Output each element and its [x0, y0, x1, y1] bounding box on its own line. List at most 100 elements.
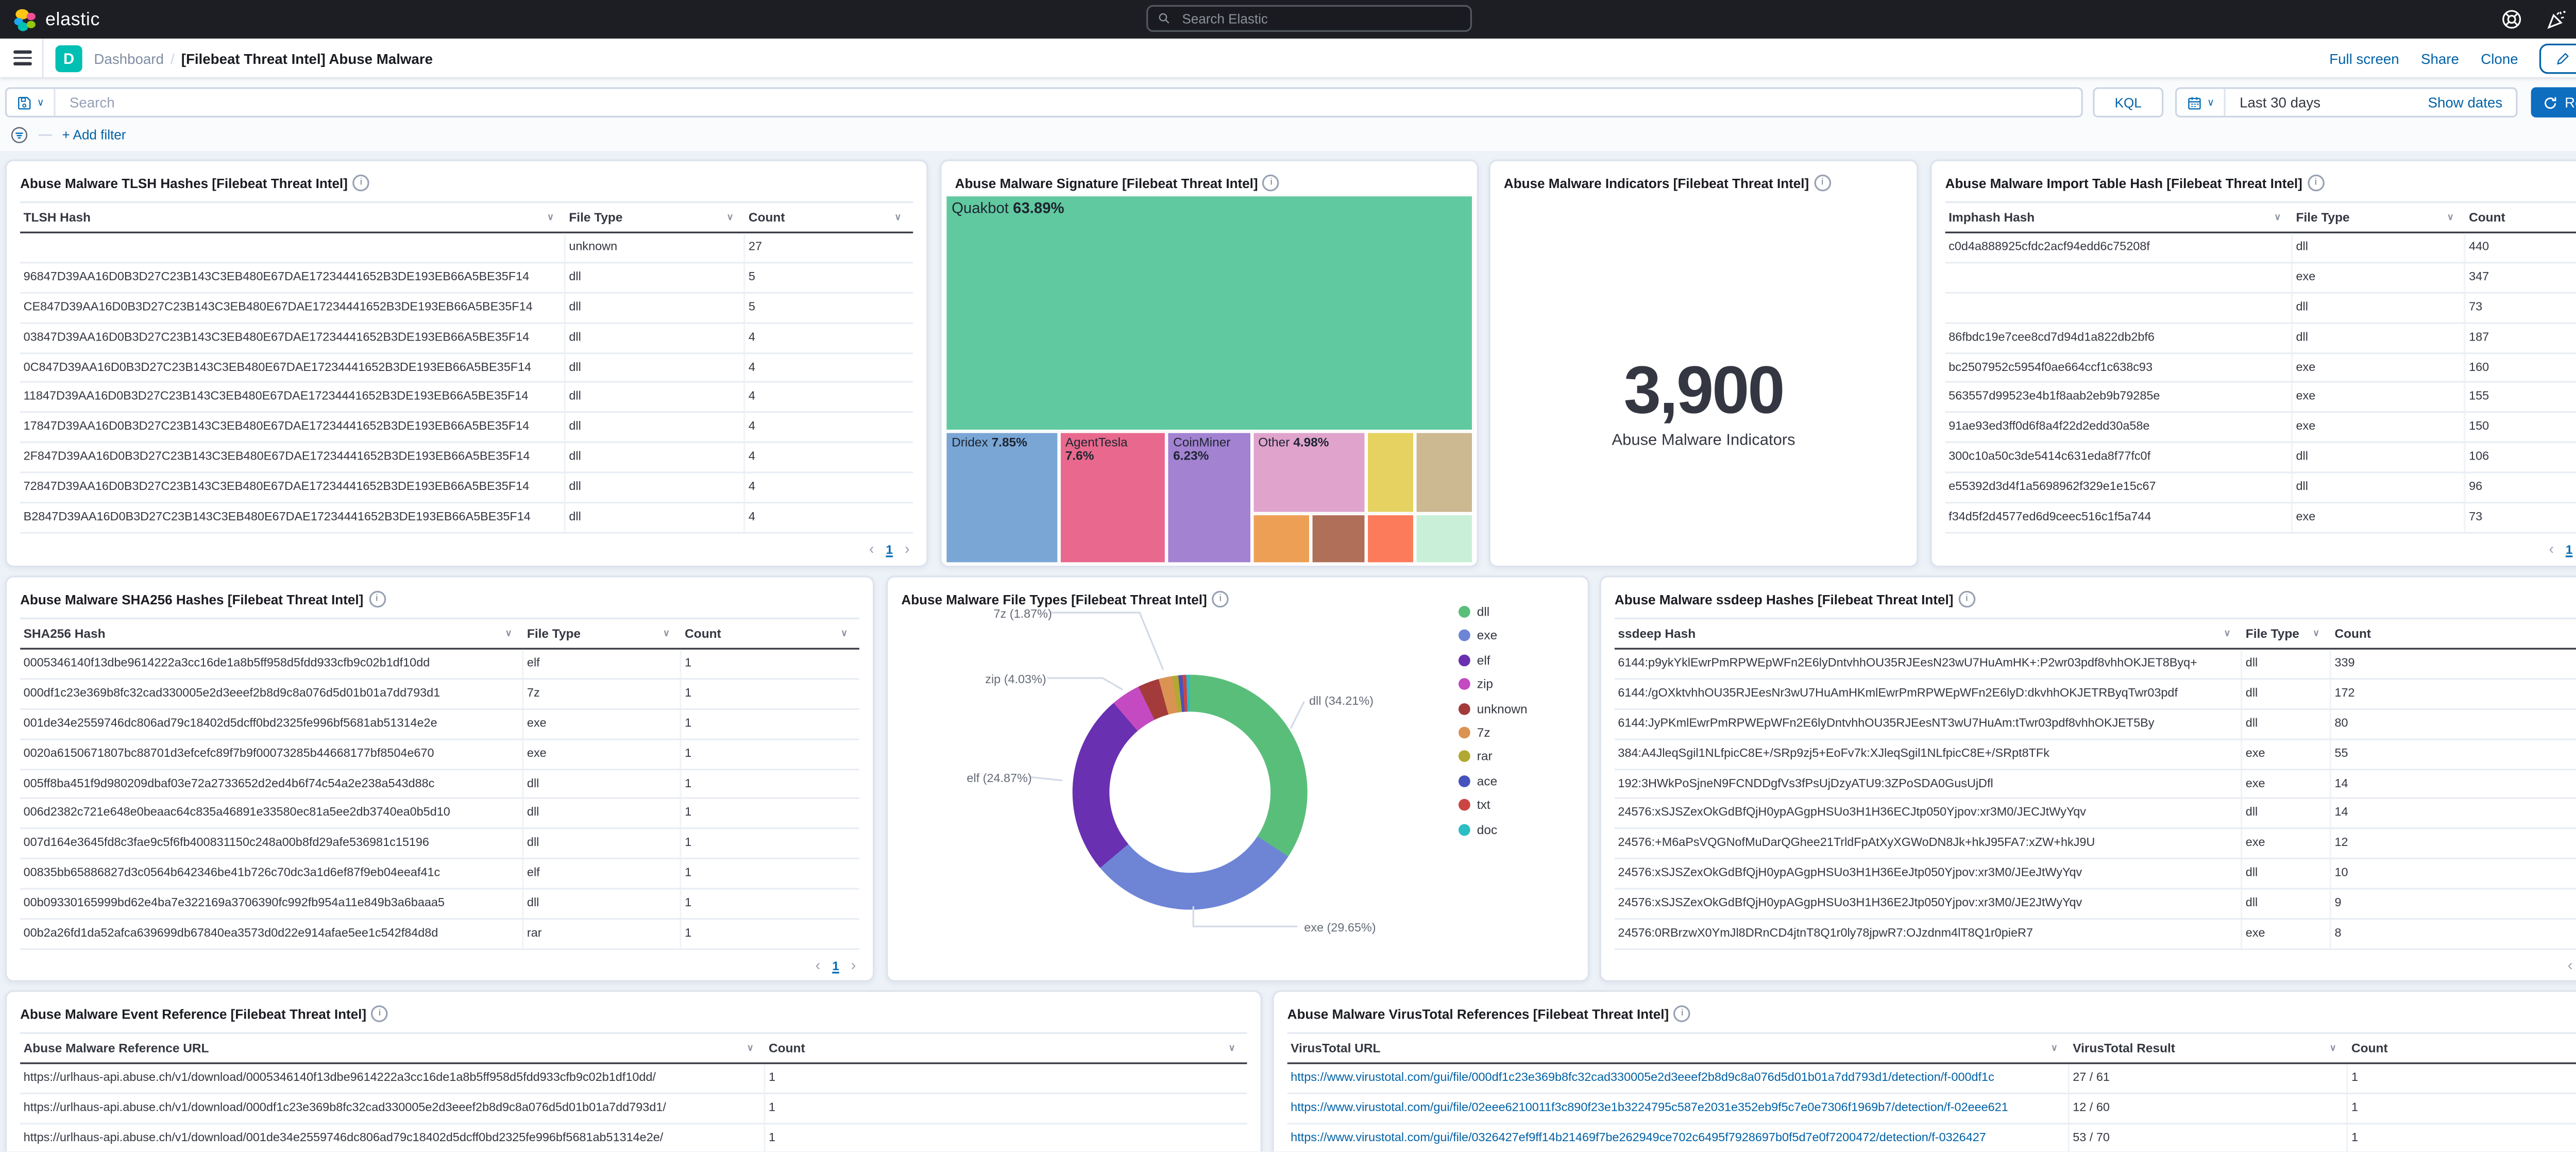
sort-icon[interactable]: ∨ — [505, 629, 512, 639]
column-header[interactable]: File Type ∨ — [523, 619, 681, 648]
legend-item[interactable]: unknown — [1458, 701, 1528, 716]
treemap-tile[interactable] — [1311, 514, 1367, 564]
legend-item[interactable]: zip — [1458, 676, 1528, 692]
column-header[interactable]: File Type ∨ — [2293, 203, 2466, 231]
info-icon[interactable]: i — [1212, 590, 1229, 608]
column-header[interactable]: Count∨ — [2351, 1040, 2388, 1056]
page-number[interactable]: 1 — [832, 958, 839, 974]
column-header[interactable]: VirusTotal Result ∨ — [2070, 1034, 2348, 1062]
prev-page-icon[interactable]: ‹ — [869, 540, 874, 557]
next-page-icon[interactable]: › — [851, 956, 856, 974]
global-search-input[interactable] — [1178, 9, 1461, 28]
saved-query-menu[interactable]: ∨ — [7, 89, 56, 116]
treemap-tile[interactable]: AgentTesla 7.6% — [1058, 431, 1166, 564]
legend-item[interactable]: elf — [1458, 653, 1528, 668]
sort-icon[interactable]: ∨ — [547, 212, 554, 223]
legend-item[interactable]: txt — [1458, 798, 1528, 812]
treemap-tile[interactable]: Other 4.98% — [1251, 431, 1366, 514]
legend-item[interactable]: ace — [1458, 773, 1528, 788]
query-input[interactable] — [56, 92, 409, 113]
sort-icon[interactable]: ∨ — [2329, 1043, 2336, 1054]
kql-language-button[interactable]: KQL — [2093, 87, 2164, 118]
column-header[interactable]: Count∨ — [745, 203, 913, 231]
info-icon[interactable]: i — [368, 590, 385, 608]
sort-icon[interactable]: ∨ — [2224, 629, 2231, 639]
column-header[interactable]: ssdeep Hash ∨ — [1615, 619, 2242, 648]
info-icon[interactable]: i — [1814, 174, 1831, 192]
prev-page-icon[interactable]: ‹ — [2549, 540, 2554, 557]
virustotal-link[interactable]: https://www.virustotal.com/gui/file/000d… — [1287, 1064, 2070, 1093]
donut-chart[interactable] — [1072, 674, 1308, 910]
refresh-button[interactable]: Refresh — [2531, 87, 2576, 118]
prev-page-icon[interactable]: ‹ — [2567, 956, 2573, 974]
legend-item[interactable]: 7z — [1458, 725, 1528, 740]
kql-search-bar[interactable]: ∨ — [5, 87, 2083, 118]
prev-page-icon[interactable]: ‹ — [815, 956, 821, 974]
menu-icon[interactable] — [13, 51, 32, 65]
filter-icon[interactable] — [10, 126, 29, 144]
column-header[interactable]: Count∨ — [2334, 626, 2371, 641]
sort-icon[interactable]: ∨ — [726, 212, 734, 223]
column-header[interactable]: Count∨ — [2469, 210, 2505, 225]
help-icon[interactable] — [2501, 8, 2522, 30]
legend-item[interactable]: exe — [1458, 629, 1528, 643]
full-screen-button[interactable]: Full screen — [2329, 49, 2399, 66]
dashboard-badge[interactable]: D — [55, 44, 82, 72]
legend-item[interactable]: doc — [1458, 822, 1528, 837]
date-quick-select[interactable]: ∨ — [2177, 89, 2227, 116]
info-icon[interactable]: i — [2307, 174, 2325, 192]
next-page-icon[interactable]: › — [904, 540, 910, 557]
sort-icon[interactable]: ∨ — [747, 1043, 754, 1054]
date-picker[interactable]: ∨ Last 30 days Show dates — [2175, 87, 2518, 118]
column-header[interactable]: File Type ∨ — [2242, 619, 2331, 648]
edit-button[interactable]: Edit — [2540, 43, 2576, 73]
info-icon[interactable]: i — [1958, 590, 1975, 608]
sort-icon[interactable]: ∨ — [2274, 212, 2281, 223]
breadcrumb-dashboard-link[interactable]: Dashboard — [94, 49, 164, 66]
column-header[interactable]: File Type ∨ — [566, 203, 745, 231]
cell-count: 1 — [2351, 1129, 2359, 1145]
info-icon[interactable]: i — [1673, 1005, 1691, 1022]
newsfeed-icon[interactable] — [2546, 8, 2568, 30]
legend-item[interactable]: rar — [1458, 749, 1528, 764]
info-icon[interactable]: i — [352, 174, 370, 192]
page-number[interactable]: 1 — [2565, 541, 2573, 557]
sort-icon[interactable]: ∨ — [2447, 212, 2454, 223]
cell-hash: B2847D39AA16D0B3D27C23B143C3EB480E67DAE1… — [20, 503, 566, 532]
show-dates-button[interactable]: Show dates — [2428, 94, 2503, 111]
elastic-logo[interactable]: elastic — [0, 8, 100, 31]
treemap-tile[interactable] — [1251, 514, 1311, 564]
share-button[interactable]: Share — [2421, 49, 2459, 66]
treemap-tile[interactable] — [1414, 514, 1474, 564]
column-header[interactable]: Count∨ — [766, 1034, 1247, 1062]
add-filter-button[interactable]: + Add filter — [62, 127, 126, 143]
column-header[interactable]: VirusTotal URL ∨ — [1287, 1034, 2070, 1062]
virustotal-link[interactable]: https://www.virustotal.com/gui/file/0326… — [1287, 1124, 2070, 1151]
global-search[interactable] — [1146, 5, 1472, 32]
treemap-tile[interactable] — [1365, 431, 1415, 514]
treemap-tile[interactable]: CoinMiner 6.23% — [1166, 431, 1252, 564]
page-number[interactable]: 1 — [886, 541, 893, 557]
sort-icon[interactable]: ∨ — [663, 629, 670, 639]
column-header[interactable]: SHA256 Hash ∨ — [20, 619, 523, 648]
info-icon[interactable]: i — [371, 1005, 388, 1022]
column-header[interactable]: TLSH Hash ∨ — [20, 203, 566, 231]
sort-icon[interactable]: ∨ — [894, 212, 902, 223]
sort-icon[interactable]: ∨ — [2313, 629, 2320, 639]
virustotal-link[interactable]: https://www.virustotal.com/gui/file/02ee… — [1287, 1094, 2070, 1123]
sort-icon[interactable]: ∨ — [1228, 1043, 1235, 1054]
treemap-tile[interactable] — [1366, 514, 1415, 564]
column-header[interactable]: Count∨ — [682, 619, 859, 648]
sort-icon[interactable]: ∨ — [841, 629, 848, 639]
treemap-tile[interactable]: Quakbot 63.89% — [945, 194, 1474, 431]
sort-icon[interactable]: ∨ — [2050, 1043, 2058, 1054]
legend-color-dot — [1458, 799, 1470, 811]
clone-button[interactable]: Clone — [2481, 49, 2518, 66]
treemap-tile[interactable]: Dridex 7.85% — [945, 431, 1059, 564]
column-header[interactable]: Abuse Malware Reference URL ∨ — [20, 1034, 765, 1062]
column-header[interactable]: Imphash Hash ∨ — [1945, 203, 2293, 231]
info-icon[interactable]: i — [1263, 174, 1280, 192]
time-range-value[interactable]: Last 30 days — [2240, 94, 2321, 111]
treemap-tile[interactable] — [1414, 431, 1474, 514]
legend-item[interactable]: dll — [1458, 604, 1528, 619]
